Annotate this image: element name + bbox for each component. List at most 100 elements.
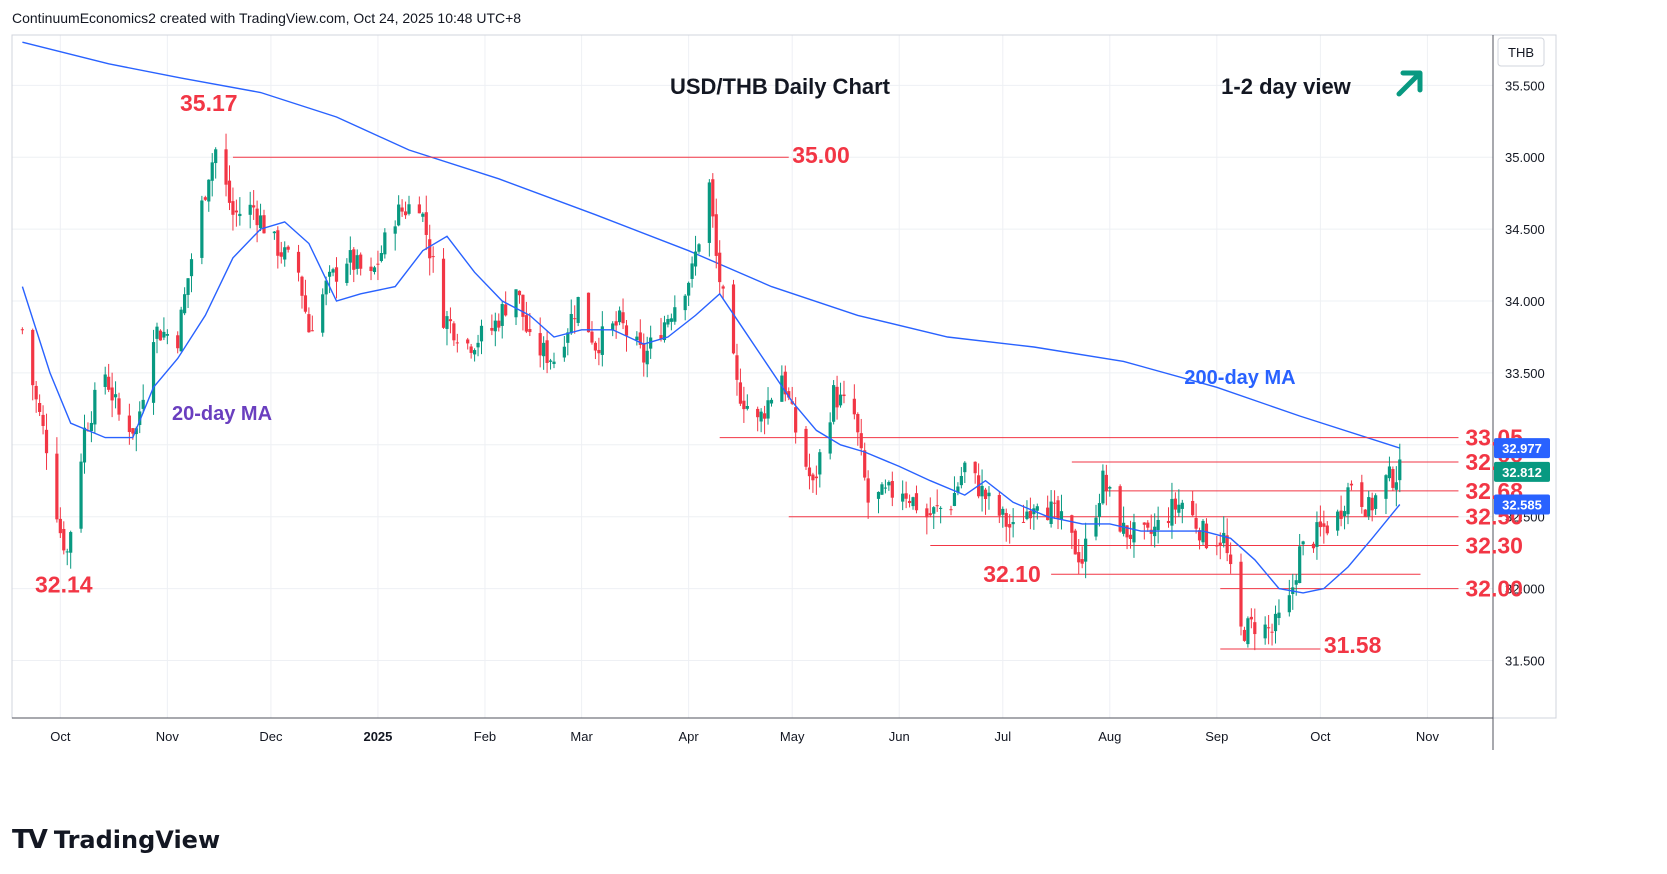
candle-body [183,294,187,314]
candle-body [176,335,180,349]
x-tick-label: 2025 [363,729,392,744]
candle-body [479,325,484,342]
level-label: 32.00 [1465,576,1523,602]
candle-body [566,332,570,343]
candle-body [476,342,480,348]
candle-body [89,422,94,432]
candle-body [780,375,784,402]
candle-body [939,507,943,509]
candle-body [517,290,522,296]
candle-body [355,255,359,269]
candle-body [227,180,232,203]
candle-body [1197,530,1202,541]
candle-body [417,204,421,214]
candle-body [1398,459,1402,481]
candle-body [859,433,863,449]
price-tag-label: 32.585 [1502,497,1542,512]
candle-body [956,486,960,493]
candle-body [1008,524,1012,528]
candle-body [1311,543,1316,549]
candle-body [987,492,991,497]
candle-body [1394,482,1398,490]
chart-attribution: ContinuumEconomics2 created with Trading… [12,10,522,26]
candle-body [44,429,49,454]
x-tick-label: Nov [1416,729,1440,744]
candle-body [1267,627,1271,629]
candle-body [852,398,856,415]
candle-body [1104,474,1108,492]
candle-body [58,518,62,534]
candle-body [611,323,615,331]
candle-body [352,249,356,270]
candle-body [179,309,183,352]
candle-body [635,336,639,341]
candle-body [866,478,870,503]
candle-body [645,350,649,365]
level-label: 35.00 [792,142,850,168]
level-label: 32.30 [1465,532,1523,558]
candle-body [1122,522,1126,534]
candle-body [262,215,266,234]
candle-body [110,387,114,401]
candle-body [952,492,957,506]
candle-body [403,211,408,216]
candle-body [134,428,138,435]
candle-body [276,230,280,256]
candle-body [925,508,929,518]
candle-body [1125,525,1129,538]
candle-body [331,269,335,273]
candle-body [141,399,145,409]
candle-body [1073,530,1077,555]
candle-body [113,394,118,398]
candle-body [1011,522,1015,525]
currency-box[interactable] [1497,37,1545,67]
candle-body [1177,504,1181,513]
y-tick-label: 34.000 [1505,294,1545,309]
candle-body [928,513,932,516]
candle-body [445,316,449,329]
candle-body [562,346,566,358]
candle-body [814,476,818,479]
candle-body [117,398,121,415]
candle-body [1218,542,1222,546]
tradingview-logo[interactable]: TV TradingView [12,825,220,855]
x-tick-label: Oct [1310,729,1331,744]
candle-body [638,332,642,345]
candle-body [718,252,722,283]
candle-body [617,310,622,323]
candle-body [1287,595,1291,613]
candle-body [1097,503,1102,517]
candle-body [911,497,915,507]
candle-body [497,320,501,328]
candle-body [1370,497,1374,511]
candle-body [1318,521,1322,528]
candle-body [856,414,860,433]
candle-body [1325,525,1329,534]
candle-body [642,343,646,363]
candle-body [31,329,35,386]
candle-body [1387,466,1392,479]
ma20-layer [21,221,1401,594]
candle-body [79,461,83,529]
candle-body [1194,518,1198,529]
candle-body [62,528,66,551]
x-tick-label: Sep [1205,729,1228,744]
x-tick-label: Aug [1098,729,1121,744]
candle-body [334,267,339,282]
tradingview-wordmark: TradingView [53,826,221,854]
y-tick-label: 32.000 [1505,582,1545,597]
y-tick-label: 34.500 [1505,222,1545,237]
candle-body [359,254,363,269]
candle-body [973,461,977,474]
candle-body [542,342,546,357]
candle-body [528,329,532,333]
candle-body [214,149,218,164]
candle-body [569,313,573,334]
candle-body [248,204,252,215]
candle-body [1363,509,1367,517]
candle-body [348,250,352,263]
candle-body [286,246,290,250]
candle-body [258,215,263,229]
axes-layer: Oct Nov Dec 2025 Feb Mar Apr May Jun Jul Aug Sep Oct… [11,34,1557,750]
